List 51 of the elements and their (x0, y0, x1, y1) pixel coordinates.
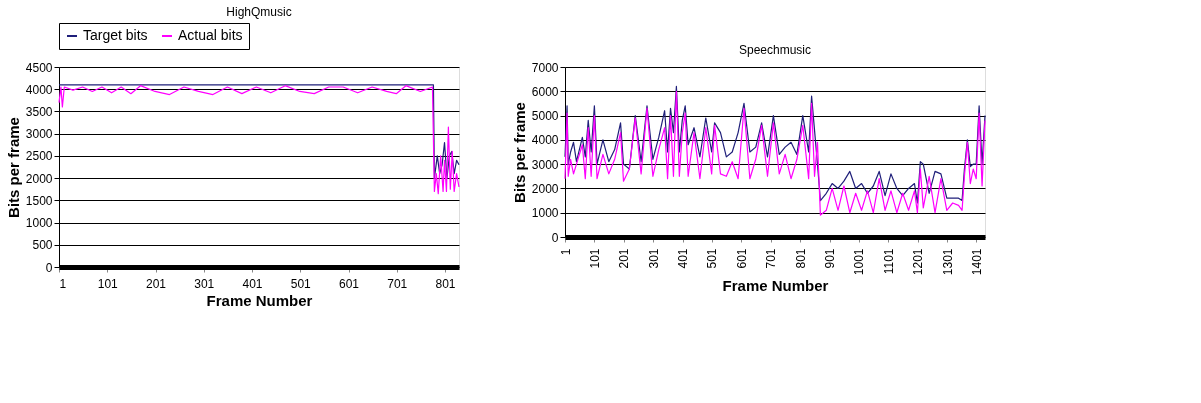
x-tick-label: 501 (290, 276, 312, 291)
x-tick-label: 501 (705, 248, 720, 269)
y-tick-label: 3000 (531, 157, 559, 172)
x-tick-label: 601 (338, 276, 360, 291)
y-tick-label: 1500 (25, 193, 53, 208)
y-tick-label: 4500 (25, 60, 53, 75)
x-tick-label: 301 (194, 276, 215, 291)
y-tick-label: 3000 (25, 127, 53, 142)
x-tick-label: 901 (823, 248, 838, 269)
y-tick-label: 7000 (531, 60, 559, 75)
x-axis-title: Frame Number (722, 277, 829, 295)
y-tick-label: 2000 (531, 181, 559, 196)
x-tick-label: 101 (97, 276, 119, 291)
x-tick-label: 801 (793, 248, 808, 269)
chart-title: Speechmusic (738, 43, 812, 57)
x-tick-label: 301 (646, 248, 661, 269)
y-tick-label: 2500 (25, 149, 53, 164)
x-tick-label: 1101 (881, 248, 896, 275)
y-tick-label: 0 (45, 260, 53, 275)
line-series (58, 85, 460, 195)
x-tick-label: 401 (676, 248, 691, 269)
legend-label: Target bits (83, 27, 148, 43)
y-tick-label: 5000 (531, 109, 559, 124)
y-axis-title: Bits per frame (510, 102, 528, 203)
y-tick-label: 4000 (25, 82, 53, 97)
x-tick-label: 401 (242, 276, 263, 291)
y-axis-title: Bits per frame (4, 117, 22, 218)
x-tick-label: 701 (387, 276, 408, 291)
x-axis-title: Frame Number (206, 291, 313, 309)
x-tick-label: 201 (145, 276, 167, 291)
x-tick-label: 801 (435, 276, 456, 291)
x-tick-label: 701 (764, 248, 779, 269)
x-tick-label: 1 (558, 248, 573, 256)
x-tick-label: 1301 (940, 248, 955, 276)
y-tick-label: 1000 (25, 216, 53, 231)
x-tick-label: 101 (587, 248, 602, 269)
y-tick-label: 6000 (531, 84, 559, 99)
x-tick-label: 1201 (911, 248, 926, 276)
y-tick-label: 2000 (25, 171, 53, 186)
y-tick-label: 1000 (531, 206, 559, 221)
x-tick-label: 601 (734, 248, 749, 269)
chart-title: HighQmusic (226, 4, 292, 19)
x-tick-label: 201 (617, 248, 632, 269)
y-tick-label: 4000 (531, 133, 559, 148)
y-tick-label: 3500 (25, 104, 53, 119)
y-tick-label: 500 (32, 238, 53, 253)
x-tick-label: 1001 (852, 248, 867, 276)
x-tick-label: 1 (59, 276, 67, 291)
x-tick-label: 1401 (969, 248, 984, 276)
y-tick-label: 0 (551, 230, 559, 245)
legend-label: Actual bits (178, 27, 243, 43)
